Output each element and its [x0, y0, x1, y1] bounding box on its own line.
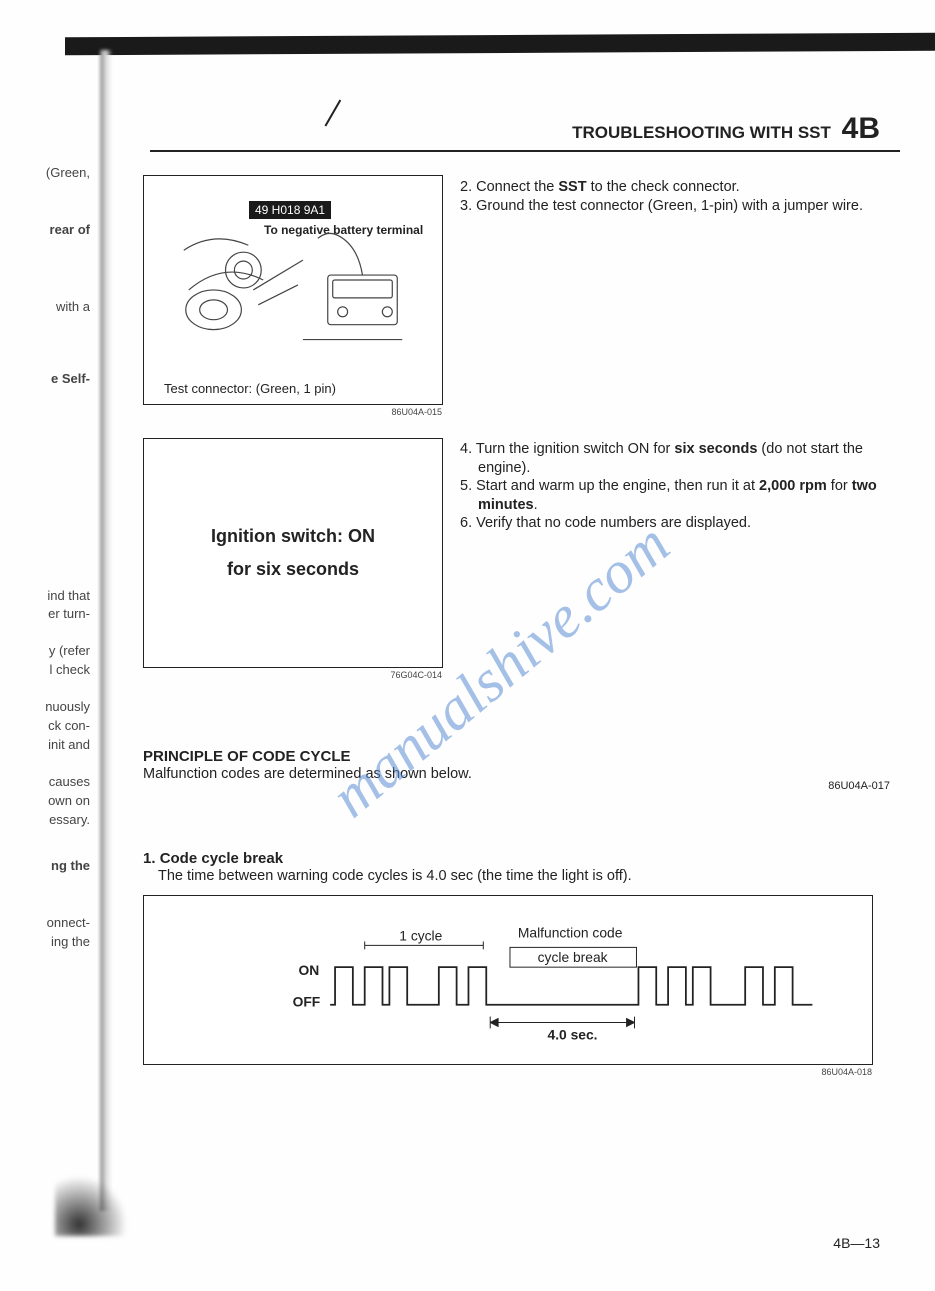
section-principle-body: Malfunction codes are determined as show…	[143, 766, 885, 782]
step-text: Start and warm up the engine, then run i…	[476, 478, 759, 494]
step-5: 5. Start and warm up the engine, then ru…	[460, 477, 885, 514]
engine-illustration	[154, 186, 432, 374]
section1-ref: 86U04A-017	[828, 780, 890, 792]
section-principle-title: PRINCIPLE OF CODE CYCLE	[143, 748, 351, 765]
step-num: 2.	[460, 179, 472, 195]
figure-1-ref: 86U04A-015	[391, 407, 442, 417]
section2-title-text: Code cycle break	[160, 850, 283, 867]
step-bold: 2,000 rpm	[759, 478, 827, 494]
step-num: 5.	[460, 478, 472, 494]
section2-num: 1.	[143, 850, 156, 867]
step-text: Verify that no code numbers are displaye…	[476, 515, 751, 531]
step-num: 4.	[460, 441, 472, 457]
label-on: ON	[298, 962, 319, 978]
label-time: 4.0 sec.	[548, 1026, 598, 1042]
page-top-scan-edge	[65, 33, 935, 56]
step-text: to the check connector.	[587, 179, 740, 195]
step-num: 3.	[460, 198, 472, 214]
step-2: 2. Connect the SST to the check connecto…	[460, 178, 885, 197]
label-break: cycle break	[538, 949, 608, 965]
figure-2-ref: 76G04C-014	[390, 670, 442, 680]
figure-1-caption: Test connector: (Green, 1 pin)	[164, 381, 336, 396]
timing-svg: 1 cycle Malfunction code cycle break ON …	[144, 896, 872, 1064]
steps-list-b: 4. Turn the ignition switch ON for six s…	[460, 440, 885, 533]
step-text: Connect the	[476, 179, 558, 195]
section-code-cycle-title: 1. Code cycle break	[143, 850, 283, 867]
step-text: for	[827, 478, 852, 494]
header-slash-mark	[325, 100, 366, 141]
fig2-line1: Ignition switch: ON	[211, 526, 375, 547]
label-cycle: 1 cycle	[399, 927, 442, 943]
scan-corner-shadow	[55, 1176, 135, 1236]
step-bold: six seconds	[674, 441, 757, 457]
steps-list-a: 2. Connect the SST to the check connecto…	[460, 178, 885, 215]
label-malf: Malfunction code	[518, 925, 623, 941]
step-4: 4. Turn the ignition switch ON for six s…	[460, 440, 885, 477]
previous-page-bleed: (Green,rear ofwith ae Self-ind thater tu…	[35, 165, 90, 953]
figure-1-engine-diagram: 49 H018 9A1 To negative battery terminal	[143, 175, 443, 405]
header-section-code: 4B	[842, 112, 880, 145]
binding-shadow	[100, 50, 112, 1211]
header-title-text: TROUBLESHOOTING WITH SST	[572, 123, 831, 142]
step-bold: SST	[558, 179, 586, 195]
step-text: Ground the test connector (Green, 1-pin)…	[476, 198, 863, 214]
label-off: OFF	[293, 994, 321, 1010]
step-text: Turn the ignition switch ON for	[476, 441, 675, 457]
step-3: 3. Ground the test connector (Green, 1-p…	[460, 197, 885, 216]
step-text: .	[534, 497, 538, 513]
figure-3-timing-diagram: 1 cycle Malfunction code cycle break ON …	[143, 895, 873, 1065]
header-rule	[150, 150, 900, 152]
section-code-cycle-body: The time between warning code cycles is …	[143, 868, 885, 884]
fig2-line2: for six seconds	[227, 559, 359, 580]
step-num: 6.	[460, 515, 472, 531]
figure-2-ignition-box: Ignition switch: ON for six seconds 76G0…	[143, 438, 443, 668]
figure-3-ref: 86U04A-018	[821, 1067, 872, 1077]
page-header-title: TROUBLESHOOTING WITH SST 4B	[572, 112, 880, 146]
step-6: 6. Verify that no code numbers are displ…	[460, 514, 885, 533]
page-number: 4B—13	[833, 1235, 880, 1251]
